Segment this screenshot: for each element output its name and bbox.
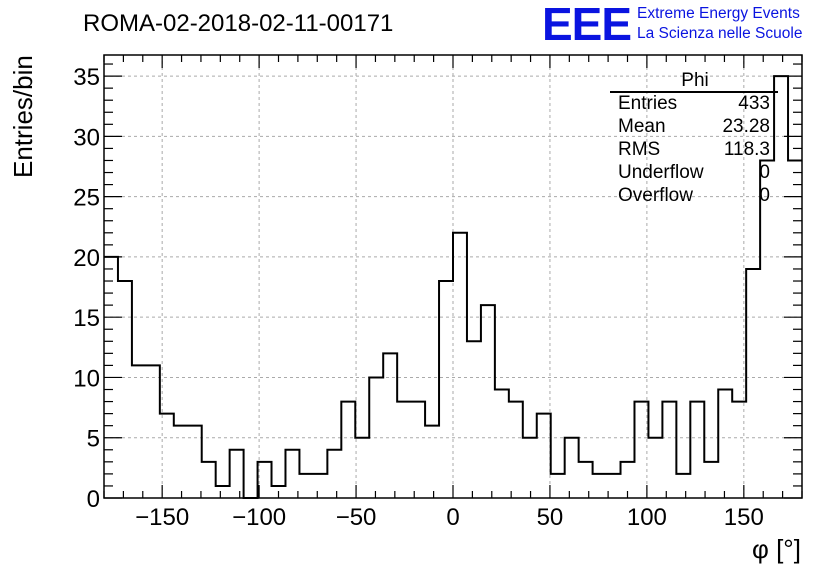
plot-title: ROMA-02-2018-02-11-00171 [83, 10, 394, 37]
grid-lines [104, 55, 802, 498]
x-tick-label: −100 [232, 504, 286, 531]
logo-line-2: La Scienza nelle Scuole [637, 25, 803, 42]
x-tick-label: 0 [446, 504, 459, 531]
stats-value: 0 [759, 185, 770, 206]
histogram-step-line [104, 75, 802, 499]
stats-key: Overflow [618, 185, 693, 206]
x-tick-label: 100 [627, 504, 667, 531]
y-tick-label: 0 [87, 486, 100, 513]
stats-key: Mean [618, 116, 666, 137]
x-tick-label: 50 [537, 504, 564, 531]
stats-value: 0 [759, 162, 770, 183]
stats-box-title: Phi [681, 70, 709, 91]
plot-frame [103, 54, 803, 499]
y-tick-label: 20 [73, 245, 100, 272]
x-axis-label: φ [°] [752, 534, 801, 564]
stats-key: Entries [618, 93, 678, 114]
stats-key: Underflow [618, 162, 704, 183]
stats-value: 23.28 [722, 116, 770, 137]
x-tick-labels: −150 −100 −50 0 50 100 150 [135, 504, 764, 531]
x-tick-label: 150 [724, 504, 764, 531]
stats-box-divider [610, 91, 778, 93]
logo-line-1: Extreme Energy Events [637, 5, 800, 22]
y-tick-label: 35 [73, 64, 100, 91]
y-tick-label: 25 [73, 185, 100, 212]
x-tick-label: −150 [135, 504, 189, 531]
y-axis-label: Entries/bin [8, 55, 38, 178]
stats-key: RMS [618, 139, 661, 160]
stats-value: 118.3 [723, 139, 770, 160]
eee-logo: EEE [542, 0, 632, 50]
axis-ticks [103, 55, 803, 499]
y-tick-label: 30 [73, 124, 100, 151]
y-tick-label: 10 [73, 365, 100, 392]
y-tick-label: 5 [87, 426, 100, 453]
stats-value: 433 [738, 93, 770, 114]
y-tick-labels: 0 5 10 15 20 25 30 35 [73, 64, 100, 513]
y-tick-label: 15 [73, 305, 100, 332]
x-tick-label: −50 [336, 504, 377, 531]
